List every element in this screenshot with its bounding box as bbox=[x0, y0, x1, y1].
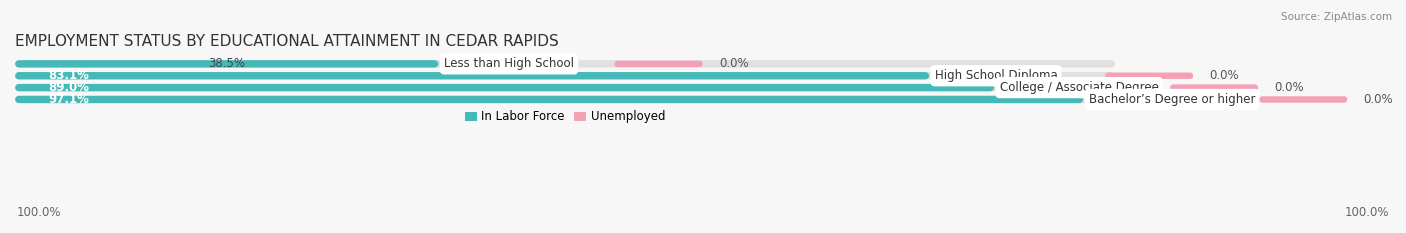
Text: 83.1%: 83.1% bbox=[48, 69, 89, 82]
Text: 38.5%: 38.5% bbox=[208, 57, 245, 70]
Text: Less than High School: Less than High School bbox=[444, 57, 574, 70]
Text: 0.0%: 0.0% bbox=[718, 57, 749, 70]
Text: 89.0%: 89.0% bbox=[48, 81, 89, 94]
FancyBboxPatch shape bbox=[15, 60, 1115, 68]
FancyBboxPatch shape bbox=[15, 72, 929, 79]
FancyBboxPatch shape bbox=[15, 84, 1115, 91]
FancyBboxPatch shape bbox=[15, 72, 1115, 79]
Text: 0.0%: 0.0% bbox=[1275, 81, 1305, 94]
FancyBboxPatch shape bbox=[15, 60, 439, 68]
FancyBboxPatch shape bbox=[614, 61, 703, 67]
FancyBboxPatch shape bbox=[1170, 84, 1258, 91]
FancyBboxPatch shape bbox=[15, 96, 1115, 103]
Text: Bachelor’s Degree or higher: Bachelor’s Degree or higher bbox=[1088, 93, 1256, 106]
Text: 100.0%: 100.0% bbox=[1344, 206, 1389, 219]
Text: Source: ZipAtlas.com: Source: ZipAtlas.com bbox=[1281, 12, 1392, 22]
Text: College / Associate Degree: College / Associate Degree bbox=[1000, 81, 1159, 94]
Text: 100.0%: 100.0% bbox=[17, 206, 62, 219]
Text: High School Diploma: High School Diploma bbox=[935, 69, 1057, 82]
Text: 0.0%: 0.0% bbox=[1209, 69, 1239, 82]
FancyBboxPatch shape bbox=[15, 96, 1083, 103]
FancyBboxPatch shape bbox=[1260, 96, 1347, 103]
Text: 97.1%: 97.1% bbox=[48, 93, 89, 106]
Legend: In Labor Force, Unemployed: In Labor Force, Unemployed bbox=[460, 106, 671, 128]
Text: 0.0%: 0.0% bbox=[1364, 93, 1393, 106]
FancyBboxPatch shape bbox=[15, 84, 994, 91]
Text: EMPLOYMENT STATUS BY EDUCATIONAL ATTAINMENT IN CEDAR RAPIDS: EMPLOYMENT STATUS BY EDUCATIONAL ATTAINM… bbox=[15, 34, 558, 49]
FancyBboxPatch shape bbox=[1105, 72, 1194, 79]
